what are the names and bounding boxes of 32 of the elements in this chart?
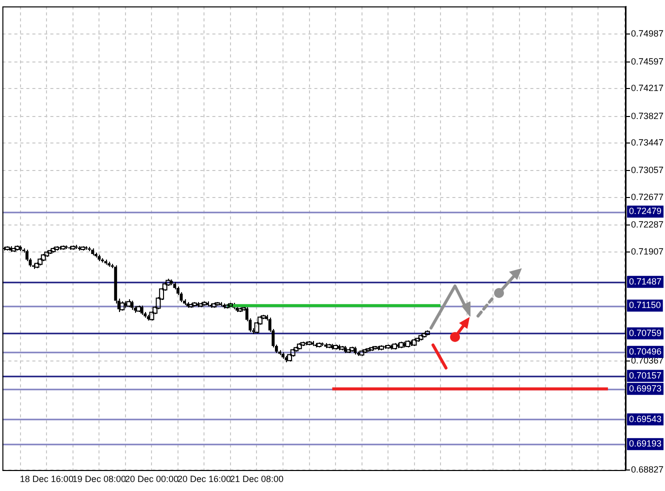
y-tick-label: 0.71907 <box>631 246 664 257</box>
x-tick-label: 19 Dec 08:00 <box>72 474 126 484</box>
x-tick-label: 20 Dec 00:00 <box>124 474 178 484</box>
candlestick <box>282 352 284 360</box>
y-tick-label: 0.70367 <box>631 356 664 366</box>
y-tick-label: 0.73447 <box>631 138 664 148</box>
candlestick <box>94 252 98 258</box>
ref-line-label: 0.72479 <box>629 206 662 216</box>
ref-line-label: 0.71150 <box>629 300 661 310</box>
candlestick <box>88 246 91 252</box>
candlestick <box>100 258 104 263</box>
ref-line-label: 0.69543 <box>629 414 662 424</box>
ref-line-label: 0.70759 <box>629 328 662 338</box>
ref-line-label: 0.71487 <box>629 276 662 286</box>
y-tick-label: 0.74987 <box>631 28 664 39</box>
candlestick <box>91 248 94 256</box>
y-tick-label: 0.72677 <box>631 192 664 202</box>
y-tick-label: 0.73827 <box>631 110 664 121</box>
ref-line-label: 0.70496 <box>629 346 662 356</box>
x-tick-label: 18 Dec 16:00 <box>20 474 74 484</box>
ref-line-label: 0.69193 <box>629 438 662 449</box>
y-tick-label: 0.74597 <box>631 56 664 66</box>
y-tick-label: 0.73057 <box>631 165 664 176</box>
ref-line-label: 0.69973 <box>629 383 662 394</box>
y-tick-label: 0.68827 <box>631 464 664 474</box>
candlestick <box>98 254 101 262</box>
x-tick-label: 21 Dec 08:00 <box>230 474 284 484</box>
x-tick-label: 20 Dec 16:00 <box>177 474 231 484</box>
y-tick-label: 0.74217 <box>631 83 664 94</box>
candlestick <box>173 282 176 290</box>
y-tick-label: 0.72287 <box>631 220 664 230</box>
ref-line-label: 0.70157 <box>629 370 662 380</box>
